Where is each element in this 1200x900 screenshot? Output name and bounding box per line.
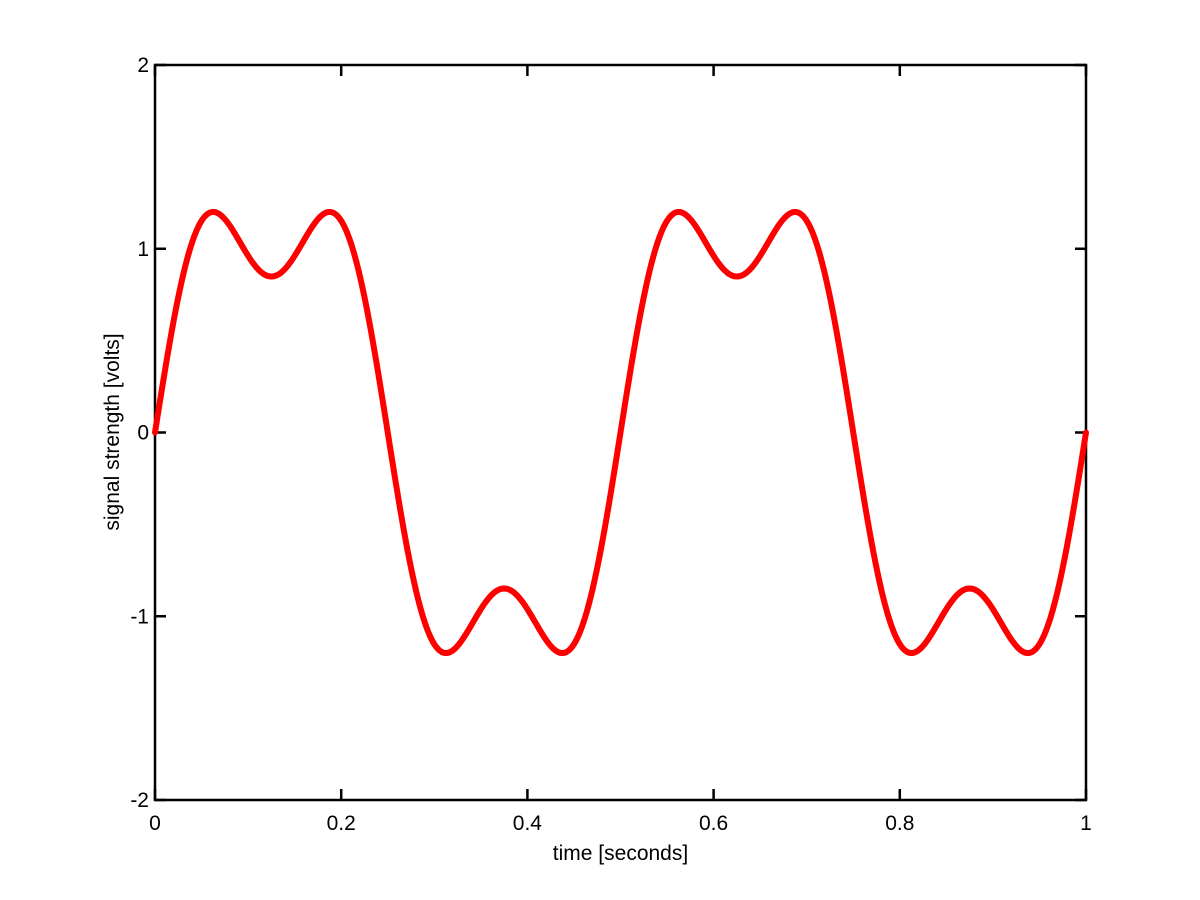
- x-tick-label: 0.2: [327, 812, 356, 835]
- x-axis-label: time [seconds]: [552, 842, 689, 865]
- x-tick-label: 0: [149, 812, 161, 835]
- y-tick-label: -1: [130, 605, 149, 628]
- x-tick-label: 0.6: [699, 812, 728, 835]
- x-tick-label: 0.4: [513, 812, 543, 835]
- signal-line: [152, 208, 1089, 657]
- y-tick-label: 1: [137, 238, 149, 261]
- x-tick-label: 1: [1080, 812, 1092, 835]
- y-tick-label: -2: [130, 789, 149, 812]
- x-tick-label: 0.8: [885, 812, 914, 835]
- y-axis-label: signal strength [volts]: [101, 333, 124, 531]
- y-tick-label: 0: [137, 422, 149, 445]
- y-tick-label: 2: [137, 54, 149, 77]
